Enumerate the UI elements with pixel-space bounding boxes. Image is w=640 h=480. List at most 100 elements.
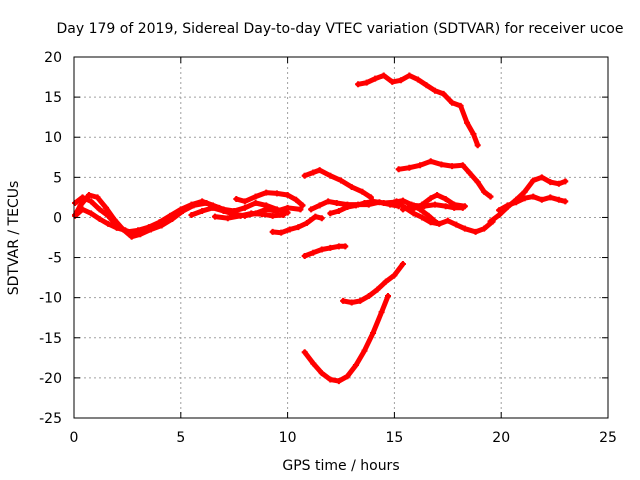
data-point: [327, 244, 334, 251]
data-point: [417, 162, 424, 169]
data-point: [88, 198, 95, 205]
data-point: [423, 82, 430, 89]
data-point: [355, 81, 362, 88]
data-point: [419, 214, 426, 221]
data-point: [233, 195, 240, 202]
data-point: [393, 198, 400, 205]
data-point: [459, 204, 466, 211]
data-point: [449, 163, 456, 170]
data-point: [96, 216, 103, 223]
data-point: [344, 373, 351, 380]
data-point: [318, 215, 325, 222]
data-point: [316, 167, 323, 174]
data-point: [464, 119, 471, 126]
data-point: [399, 260, 406, 267]
data-point: [382, 278, 389, 285]
data-point: [269, 228, 276, 235]
x-tick-label: 0: [70, 430, 79, 446]
data-point: [335, 208, 342, 215]
data-point: [312, 213, 319, 220]
data-point: [530, 177, 537, 184]
data-point: [348, 299, 355, 306]
series-track-19: [488, 174, 568, 224]
data-point: [94, 194, 101, 201]
data-point: [85, 191, 92, 198]
data-point: [397, 77, 404, 84]
data-point: [156, 219, 163, 226]
data-point: [513, 199, 520, 206]
data-point: [269, 212, 276, 219]
data-point: [481, 188, 488, 195]
data-point: [252, 200, 259, 207]
data-point: [406, 164, 413, 171]
data-point: [72, 200, 79, 207]
data-point: [241, 198, 248, 205]
y-tick-label: 20: [44, 50, 62, 66]
data-point: [295, 224, 302, 231]
data-point: [308, 206, 315, 213]
x-tick-label: 20: [492, 430, 510, 446]
data-point: [278, 229, 285, 236]
y-tick-label: 5: [53, 170, 62, 186]
data-point: [352, 362, 359, 369]
data-point: [440, 90, 447, 97]
data-point: [481, 225, 488, 232]
data-point: [297, 206, 304, 213]
series-track-02: [72, 194, 291, 235]
data-point: [538, 174, 545, 181]
data-point: [147, 224, 154, 231]
data-point: [348, 183, 355, 190]
data-point: [340, 297, 347, 304]
data-point: [335, 378, 342, 385]
data-point: [470, 131, 477, 138]
data-point: [449, 99, 456, 106]
data-point: [442, 203, 449, 210]
y-tick-label: 15: [44, 90, 62, 106]
data-point: [327, 210, 334, 217]
data-point: [538, 196, 545, 203]
y-tick-label: 10: [44, 130, 62, 146]
data-point: [431, 87, 438, 94]
data-point: [237, 212, 244, 219]
data-point: [344, 201, 351, 208]
data-point: [263, 189, 270, 196]
data-point: [372, 75, 379, 82]
data-point: [96, 206, 103, 213]
data-point: [414, 76, 421, 83]
data-point: [380, 72, 387, 79]
data-point: [472, 228, 479, 235]
data-point: [365, 293, 372, 300]
data-point: [327, 172, 334, 179]
data-point: [406, 72, 413, 79]
x-tick-labels: 0 5 10 15 20 25: [70, 430, 617, 446]
data-point: [103, 204, 110, 211]
x-tick-label: 15: [385, 430, 403, 446]
data-point: [77, 202, 84, 209]
data-point: [442, 195, 449, 202]
data-point: [209, 204, 216, 211]
data-point: [220, 208, 227, 215]
data-point: [224, 215, 231, 222]
data-point: [130, 230, 137, 237]
data-point: [88, 210, 95, 217]
data-point: [459, 162, 466, 169]
data-point: [434, 191, 441, 198]
y-tick-label: -25: [39, 411, 62, 427]
data-point: [391, 272, 398, 279]
data-point: [284, 204, 291, 211]
series-track-03: [72, 206, 154, 236]
data-point: [461, 225, 468, 232]
data-point: [318, 246, 325, 253]
data-point: [252, 193, 259, 200]
data-point: [457, 102, 464, 109]
data-point: [316, 202, 323, 209]
series-track-05: [233, 190, 306, 208]
series-track-08: [302, 167, 374, 200]
series-track-17: [302, 293, 391, 384]
y-axis-label: SDTVAR / TECUs: [6, 181, 22, 296]
data-point: [431, 201, 438, 208]
data-point: [199, 198, 206, 205]
data-point: [451, 204, 458, 211]
data-point: [325, 198, 332, 205]
